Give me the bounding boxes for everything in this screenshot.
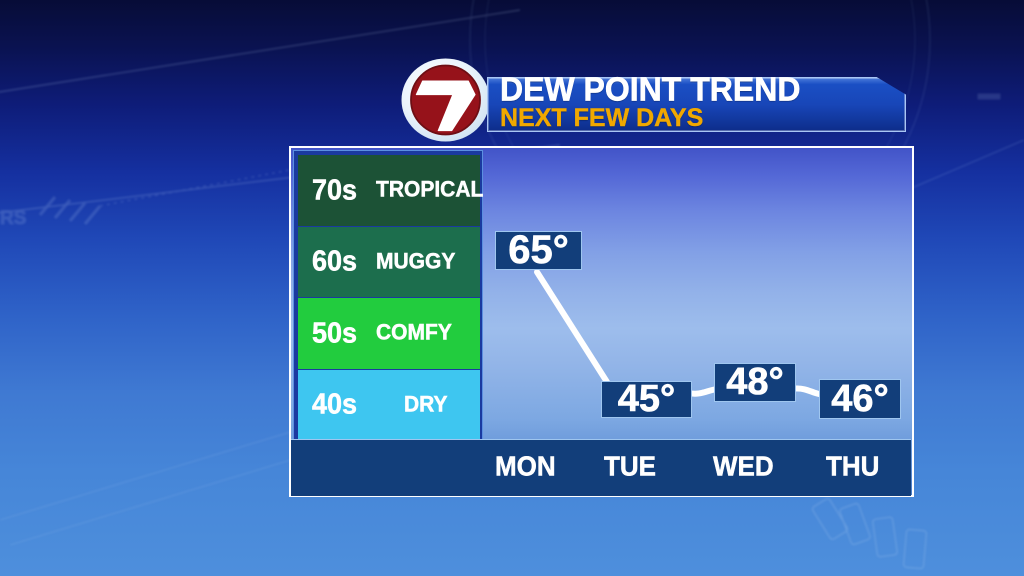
svg-text:RS: RS <box>0 208 26 229</box>
